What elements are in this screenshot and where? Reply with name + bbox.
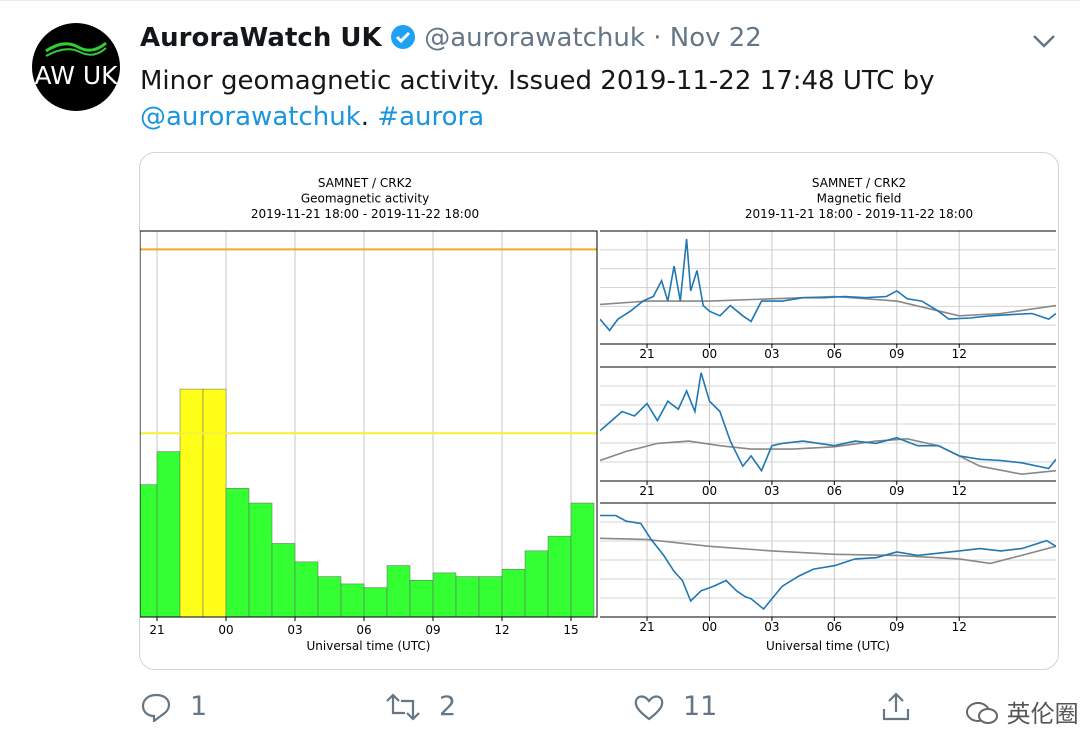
watermark-text: 英伦圈 bbox=[1006, 700, 1079, 728]
x-tick-label: 09 bbox=[889, 620, 904, 634]
bar bbox=[478, 576, 503, 617]
bar bbox=[294, 561, 319, 617]
image-card[interactable]: SAMNET / CRK2 Geomagnetic activity 2019-11… bbox=[139, 152, 1059, 670]
chart-title: 2019-11-21 18:00 - 2019-11-22 18:00 bbox=[251, 207, 479, 221]
bar bbox=[386, 565, 411, 617]
x-axis-label: Universal time (UTC) bbox=[307, 639, 431, 653]
bar bbox=[271, 543, 296, 617]
panel bbox=[600, 503, 1056, 617]
avatar[interactable]: AW UK bbox=[32, 23, 120, 111]
bar bbox=[432, 572, 457, 617]
bar bbox=[140, 484, 158, 617]
x-tick-label: 03 bbox=[764, 484, 779, 498]
like-count: 11 bbox=[683, 691, 718, 722]
line-series bbox=[600, 537, 1056, 565]
bar bbox=[570, 502, 595, 617]
x-tick-label: 00 bbox=[218, 623, 233, 637]
x-tick-label: 00 bbox=[702, 347, 717, 361]
chart-title: SAMNET / CRK2 bbox=[812, 176, 906, 190]
menu-caret[interactable] bbox=[1032, 33, 1056, 49]
like-icon bbox=[634, 694, 664, 720]
x-tick-label: 12 bbox=[952, 620, 967, 634]
x-tick-label: 21 bbox=[639, 347, 654, 361]
x-tick-label: 12 bbox=[952, 347, 967, 361]
separator: · bbox=[653, 23, 662, 53]
watermark: 英伦圈 bbox=[965, 694, 1079, 729]
x-tick-label: 06 bbox=[827, 347, 842, 361]
line-series bbox=[600, 372, 1056, 473]
bar bbox=[340, 583, 365, 617]
retweet-icon bbox=[386, 692, 420, 721]
bar bbox=[455, 576, 480, 617]
bar bbox=[225, 488, 250, 617]
bar bbox=[547, 535, 572, 617]
like-action[interactable]: 11 bbox=[633, 691, 717, 722]
x-tick-label: 12 bbox=[494, 623, 509, 637]
line-series bbox=[600, 514, 1056, 611]
share-icon bbox=[882, 692, 910, 721]
x-tick-label: 09 bbox=[889, 347, 904, 361]
avatar-text: AW UK bbox=[34, 60, 118, 90]
chart-title: 2019-11-21 18:00 - 2019-11-22 18:00 bbox=[745, 207, 973, 221]
line-series bbox=[600, 238, 1056, 332]
bar bbox=[156, 451, 181, 617]
chart-title: Geomagnetic activity bbox=[301, 192, 429, 206]
bar bbox=[317, 576, 342, 617]
x-tick-label: 09 bbox=[425, 623, 440, 637]
reply-action[interactable]: 1 bbox=[140, 691, 207, 722]
x-tick-label: 21 bbox=[639, 620, 654, 634]
x-axis-label: Universal time (UTC) bbox=[766, 639, 890, 653]
x-tick-label: 00 bbox=[702, 484, 717, 498]
bar bbox=[501, 568, 526, 617]
text: Minor geomagnetic activity. Issued 2019-… bbox=[140, 66, 935, 96]
x-tick-label: 12 bbox=[952, 484, 967, 498]
share-action[interactable] bbox=[880, 691, 912, 723]
x-tick-label: 06 bbox=[827, 620, 842, 634]
x-tick-label: 06 bbox=[356, 623, 371, 637]
watermark-icon bbox=[966, 702, 998, 724]
verified-badge bbox=[390, 25, 415, 49]
axes-frame bbox=[140, 230, 598, 618]
text-end: . bbox=[360, 102, 370, 132]
x-tick-label: 03 bbox=[764, 347, 779, 361]
bar bbox=[524, 550, 549, 617]
line-series bbox=[600, 437, 1056, 476]
retweet-action[interactable]: 2 bbox=[385, 691, 456, 722]
chart-title: Magnetic field bbox=[817, 192, 902, 206]
bar bbox=[202, 388, 227, 617]
user-handle[interactable]: @aurorawatchuk bbox=[424, 23, 645, 53]
hashtag[interactable]: #aurora bbox=[377, 102, 485, 132]
chart-title: SAMNET / CRK2 bbox=[318, 176, 412, 190]
bar bbox=[363, 587, 388, 617]
avatar-logo bbox=[45, 41, 107, 57]
x-tick-label: 21 bbox=[639, 484, 654, 498]
x-tick-label: 09 bbox=[889, 484, 904, 498]
x-tick-label: 21 bbox=[149, 623, 164, 637]
plot bbox=[140, 231, 597, 617]
x-tick-label: 06 bbox=[827, 484, 842, 498]
panel bbox=[600, 367, 1056, 481]
x-tick-label: 03 bbox=[287, 623, 302, 637]
reply-icon bbox=[141, 693, 171, 722]
panel bbox=[600, 231, 1056, 344]
reply-count: 1 bbox=[190, 691, 208, 722]
bar bbox=[179, 388, 204, 617]
x-tick-label: 15 bbox=[563, 623, 578, 637]
mention[interactable]: @aurorawatchuk bbox=[140, 102, 361, 132]
user-name[interactable]: AuroraWatch UK bbox=[140, 23, 382, 53]
tweet-text: Minor geomagnetic activity. Issued 2019-… bbox=[140, 63, 1020, 135]
x-tick-label: 03 bbox=[764, 620, 779, 634]
bar bbox=[409, 579, 434, 617]
bar bbox=[248, 502, 273, 617]
tweet-date[interactable]: Nov 22 bbox=[669, 23, 762, 53]
retweet-count: 2 bbox=[439, 691, 457, 722]
x-tick-label: 00 bbox=[702, 620, 717, 634]
tweet-header: AuroraWatch UK @aurorawatchuk · Nov 22 bbox=[140, 23, 762, 53]
